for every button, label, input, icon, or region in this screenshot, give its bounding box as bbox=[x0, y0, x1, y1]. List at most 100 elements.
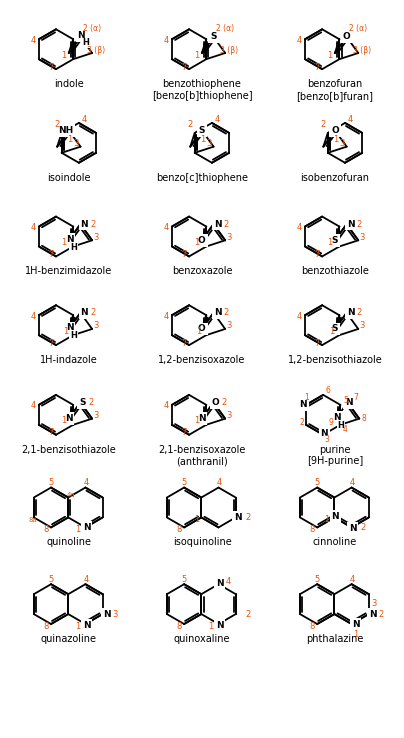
Text: 7: 7 bbox=[353, 393, 358, 402]
Text: N: N bbox=[320, 430, 328, 438]
Text: 4: 4 bbox=[163, 311, 168, 321]
Text: 2: 2 bbox=[378, 610, 383, 618]
Text: 2: 2 bbox=[187, 120, 193, 129]
Text: 5: 5 bbox=[315, 478, 320, 487]
Text: 3: 3 bbox=[360, 232, 365, 242]
Text: N: N bbox=[369, 610, 377, 618]
Text: quinazoline: quinazoline bbox=[41, 634, 97, 644]
Text: 4: 4 bbox=[30, 35, 36, 45]
Text: 1,2-benzisoxazole: 1,2-benzisoxazole bbox=[158, 355, 246, 365]
Text: 3 (β): 3 (β) bbox=[353, 46, 371, 55]
Text: 8: 8 bbox=[43, 621, 49, 630]
Text: 1: 1 bbox=[333, 135, 339, 144]
Text: 6: 6 bbox=[326, 387, 330, 396]
Text: indole: indole bbox=[54, 79, 84, 89]
Text: 4: 4 bbox=[81, 115, 86, 125]
Text: phthalazine: phthalazine bbox=[306, 634, 364, 644]
Text: 7: 7 bbox=[181, 63, 187, 72]
Text: 2: 2 bbox=[360, 523, 365, 532]
Text: 3: 3 bbox=[93, 411, 99, 420]
Text: 1: 1 bbox=[196, 328, 202, 337]
Text: 4: 4 bbox=[217, 478, 222, 487]
Text: 4: 4 bbox=[84, 478, 89, 487]
Text: 4: 4 bbox=[297, 223, 302, 232]
Text: N: N bbox=[347, 220, 354, 229]
Text: benzo[c]thiophene: benzo[c]thiophene bbox=[156, 173, 248, 183]
Text: 3: 3 bbox=[112, 610, 117, 618]
Text: NH: NH bbox=[58, 126, 74, 135]
Text: S: S bbox=[332, 325, 338, 334]
Text: 4: 4 bbox=[343, 425, 348, 434]
Text: 2: 2 bbox=[300, 418, 304, 427]
Text: O: O bbox=[343, 32, 350, 41]
Text: 3: 3 bbox=[93, 232, 99, 242]
Text: 8: 8 bbox=[177, 621, 182, 630]
Text: 4: 4 bbox=[84, 575, 89, 584]
Text: 1: 1 bbox=[305, 393, 309, 402]
Text: 8a: 8a bbox=[28, 517, 37, 523]
Text: 8: 8 bbox=[309, 621, 315, 630]
Text: N: N bbox=[345, 398, 352, 407]
Text: 1: 1 bbox=[63, 328, 68, 337]
Text: N: N bbox=[65, 414, 73, 423]
Text: 5: 5 bbox=[48, 478, 54, 487]
Text: 2: 2 bbox=[91, 308, 96, 317]
Text: N: N bbox=[66, 323, 74, 333]
Text: 1: 1 bbox=[61, 238, 66, 246]
Text: 1: 1 bbox=[324, 515, 329, 524]
Text: 4: 4 bbox=[347, 115, 353, 125]
Text: 7: 7 bbox=[48, 63, 54, 72]
Text: 2: 2 bbox=[245, 513, 250, 522]
Text: 1: 1 bbox=[327, 238, 332, 246]
Text: quinoline: quinoline bbox=[46, 537, 91, 548]
Text: benzothiazole: benzothiazole bbox=[301, 266, 369, 277]
Text: 1: 1 bbox=[75, 525, 80, 534]
Text: 4: 4 bbox=[350, 478, 355, 487]
Text: 2,1-benzisoxazole
(anthranil): 2,1-benzisoxazole (anthranil) bbox=[158, 445, 246, 466]
Text: 5: 5 bbox=[315, 575, 320, 584]
Text: 7: 7 bbox=[181, 339, 187, 348]
Text: 4: 4 bbox=[297, 311, 302, 321]
Text: N: N bbox=[103, 610, 110, 618]
Text: 2 (α): 2 (α) bbox=[349, 24, 368, 33]
Text: 2: 2 bbox=[222, 398, 227, 407]
Text: N: N bbox=[214, 220, 221, 229]
Text: N: N bbox=[83, 621, 90, 630]
Text: N: N bbox=[216, 579, 223, 587]
Text: 1: 1 bbox=[194, 515, 199, 524]
Text: 2,1-benzisothiazole: 2,1-benzisothiazole bbox=[21, 445, 116, 455]
Text: 7: 7 bbox=[181, 428, 187, 437]
Text: 1: 1 bbox=[194, 50, 200, 60]
Text: O: O bbox=[331, 126, 339, 135]
Text: 2: 2 bbox=[357, 308, 362, 317]
Text: O: O bbox=[198, 325, 206, 334]
Text: 1: 1 bbox=[194, 238, 200, 246]
Text: N: N bbox=[214, 308, 221, 317]
Text: benzofuran
[benzo[b]furan]: benzofuran [benzo[b]furan] bbox=[297, 79, 374, 100]
Text: N: N bbox=[80, 308, 88, 317]
Text: 4: 4 bbox=[226, 576, 231, 586]
Text: 1: 1 bbox=[208, 621, 213, 630]
Text: 3: 3 bbox=[227, 322, 232, 331]
Text: quinoxaline: quinoxaline bbox=[174, 634, 230, 644]
Text: 3 (β): 3 (β) bbox=[220, 46, 238, 55]
Text: 7: 7 bbox=[315, 63, 320, 72]
Text: 4a: 4a bbox=[67, 492, 76, 497]
Text: 8: 8 bbox=[362, 414, 366, 423]
Text: purine
[9H-purine]: purine [9H-purine] bbox=[307, 445, 363, 466]
Text: N: N bbox=[78, 32, 85, 41]
Text: H: H bbox=[82, 38, 89, 47]
Text: 1: 1 bbox=[75, 621, 80, 630]
Text: 1: 1 bbox=[353, 630, 358, 640]
Text: 2: 2 bbox=[224, 220, 229, 229]
Text: 7: 7 bbox=[181, 250, 187, 259]
Text: 1: 1 bbox=[61, 416, 66, 425]
Text: H: H bbox=[70, 331, 77, 340]
Text: 1: 1 bbox=[67, 135, 72, 144]
Text: 5: 5 bbox=[48, 575, 54, 584]
Text: N: N bbox=[83, 523, 90, 532]
Text: 3: 3 bbox=[325, 435, 330, 444]
Text: N: N bbox=[299, 400, 307, 410]
Text: 7: 7 bbox=[48, 339, 54, 348]
Text: 3: 3 bbox=[371, 599, 377, 607]
